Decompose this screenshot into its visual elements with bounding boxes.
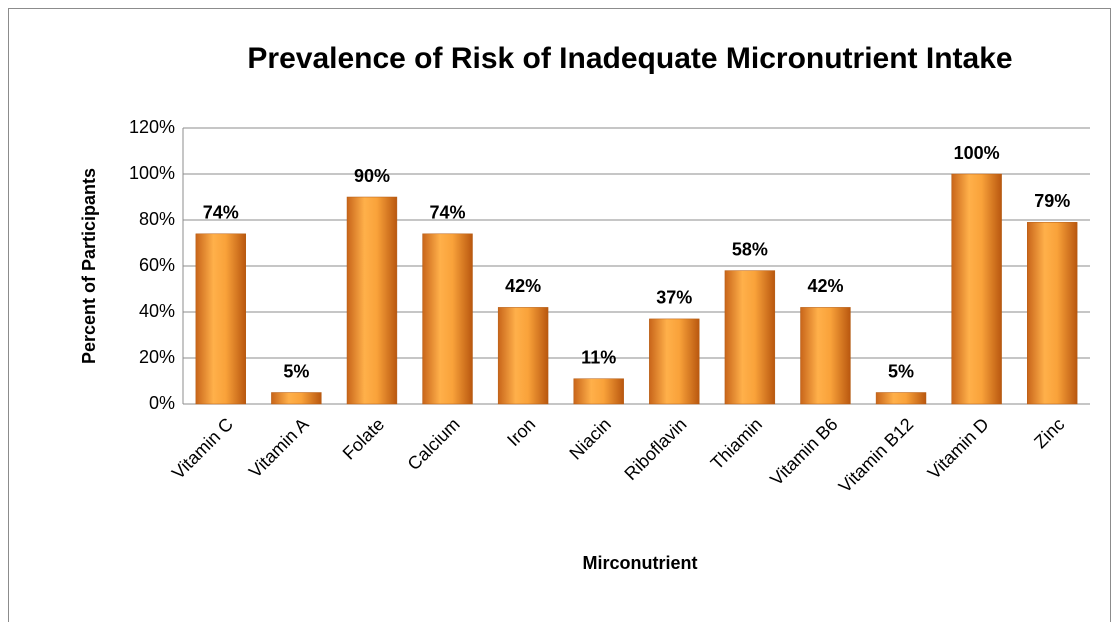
bar [195, 233, 246, 405]
bar [649, 318, 700, 405]
chart-border [8, 8, 1111, 622]
y-tick-label: 20% [139, 347, 175, 367]
data-label: 100% [954, 143, 1000, 163]
bar [800, 307, 851, 405]
bar [951, 173, 1002, 405]
y-axis-label: Percent of Participants [79, 168, 99, 364]
data-label: 90% [354, 166, 390, 186]
data-label: 42% [807, 276, 843, 296]
bar [1027, 222, 1078, 405]
x-axis-label: Mirconutrient [583, 553, 698, 573]
data-label: 11% [581, 347, 616, 367]
data-label: 74% [203, 203, 239, 223]
data-label: 74% [430, 203, 466, 223]
data-label: 42% [505, 276, 541, 296]
y-tick-label: 100% [129, 163, 175, 183]
bar [346, 196, 398, 405]
data-label: 58% [732, 239, 768, 259]
data-label: 5% [888, 361, 914, 381]
data-label: 5% [283, 361, 309, 381]
data-label: 79% [1034, 191, 1070, 211]
y-tick-label: 120% [129, 117, 175, 137]
bar [497, 307, 549, 405]
y-tick-label: 60% [139, 255, 175, 275]
bar [573, 378, 624, 405]
bar [724, 270, 776, 405]
y-tick-label: 80% [139, 209, 175, 229]
bar [422, 233, 473, 405]
y-tick-label: 40% [139, 301, 175, 321]
bar [271, 392, 322, 405]
data-label: 37% [656, 288, 692, 308]
bar [875, 392, 927, 405]
y-tick-label: 0% [149, 393, 175, 413]
chart-title: Prevalence of Risk of Inadequate Micronu… [247, 42, 1012, 75]
